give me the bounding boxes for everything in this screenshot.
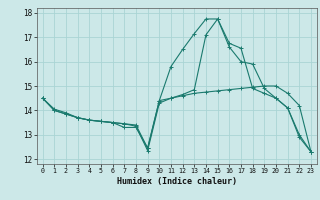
X-axis label: Humidex (Indice chaleur): Humidex (Indice chaleur): [117, 177, 237, 186]
